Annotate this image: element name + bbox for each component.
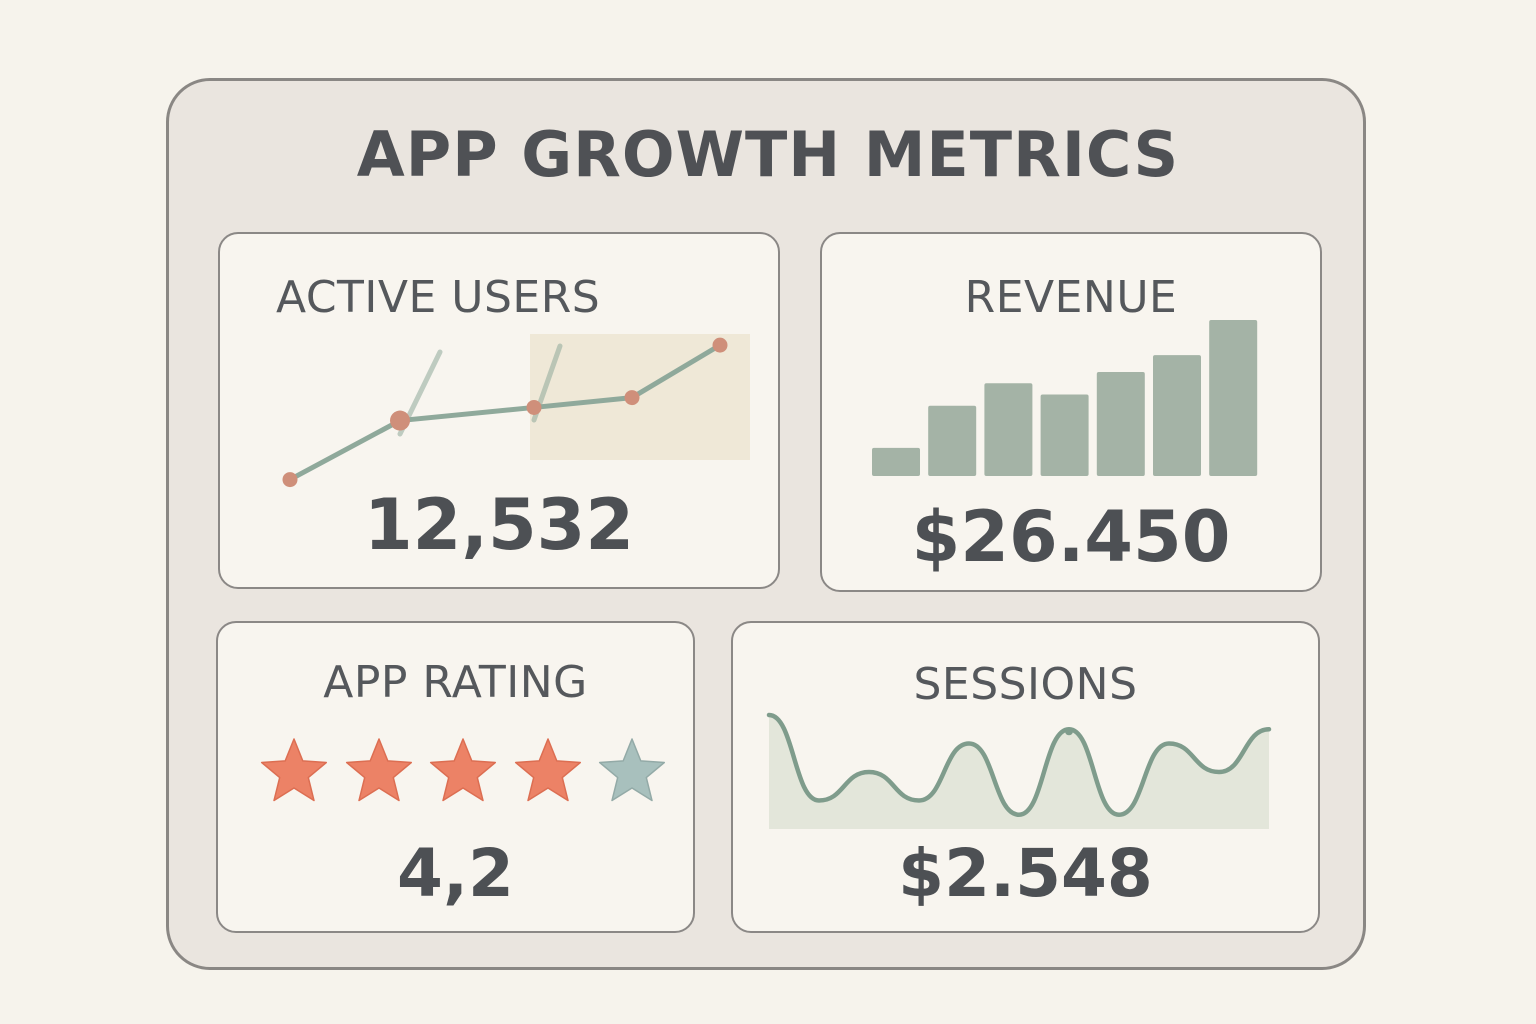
active-users-point: [390, 410, 410, 431]
revenue-bar-chart: [872, 320, 1258, 476]
revenue-bar: [872, 447, 920, 476]
star-empty-icon: [598, 738, 666, 802]
star-filled-icon: [260, 738, 328, 802]
app-rating-card[interactable]: APP RATING 4,2: [216, 621, 695, 933]
sessions-peak-point: [1065, 727, 1073, 736]
revenue-bar: [928, 405, 977, 476]
active-users-card[interactable]: ACTIVE USERS 12,532: [218, 232, 780, 589]
active-users-point: [712, 337, 728, 353]
sessions-card[interactable]: SESSIONS $2.548: [731, 621, 1320, 933]
app-rating-value: 4,2: [397, 835, 514, 912]
revenue-bar: [1153, 355, 1201, 476]
sessions-area-fill: [769, 715, 1269, 829]
revenue-label: REVENUE: [964, 272, 1178, 323]
active-users-point: [526, 399, 542, 415]
revenue-bar: [1096, 372, 1145, 476]
revenue-bar: [1209, 320, 1258, 476]
active-users-area-fill: [530, 334, 750, 460]
dashboard-title: APP GROWTH METRICS: [356, 118, 1180, 191]
star-rating: [258, 735, 668, 815]
star-filled-icon: [345, 738, 412, 802]
revenue-bar: [984, 383, 1033, 476]
revenue-bar: [1040, 394, 1089, 476]
active-users-point: [624, 390, 640, 406]
star-filled-icon: [429, 738, 497, 802]
sessions-value: $2.548: [898, 835, 1153, 912]
star-filled-icon: [514, 738, 581, 802]
sessions-wave-chart: [766, 712, 1272, 829]
app-rating-label: APP RATING: [323, 657, 588, 708]
sessions-series-line: [766, 712, 1272, 818]
active-users-value: 12,532: [363, 484, 635, 566]
sessions-label: SESSIONS: [913, 659, 1138, 710]
revenue-card[interactable]: REVENUE $26.450: [820, 232, 1322, 592]
revenue-value: $26.450: [911, 496, 1231, 578]
active-users-line-chart: [282, 334, 750, 488]
active-users-label: ACTIVE USERS: [276, 272, 601, 323]
active-users-point: [282, 472, 298, 488]
